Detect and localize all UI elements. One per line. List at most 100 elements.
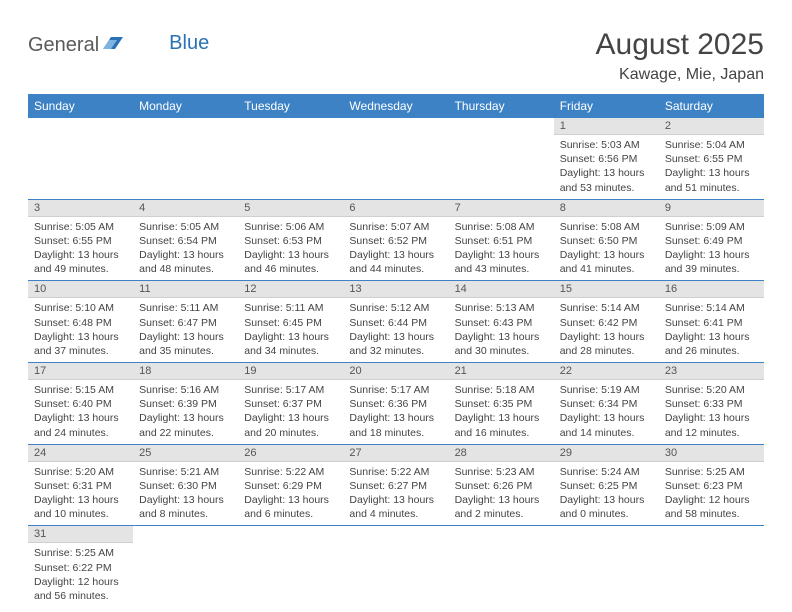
- day-number: 2: [659, 118, 764, 135]
- day-number: 19: [238, 363, 343, 380]
- day-number: 15: [554, 281, 659, 298]
- calendar-cell: 29Sunrise: 5:24 AMSunset: 6:25 PMDayligh…: [554, 444, 659, 526]
- day-number: 29: [554, 445, 659, 462]
- day-number: 9: [659, 200, 764, 217]
- flag-icon: [103, 35, 125, 56]
- sunset-line: Sunset: 6:39 PM: [139, 397, 232, 411]
- calendar-cell: [238, 118, 343, 199]
- sunset-line: Sunset: 6:35 PM: [455, 397, 548, 411]
- weekday-header-row: Sunday Monday Tuesday Wednesday Thursday…: [28, 94, 764, 118]
- day-details: Sunrise: 5:07 AMSunset: 6:52 PMDaylight:…: [343, 217, 448, 281]
- sunset-line: Sunset: 6:42 PM: [560, 316, 653, 330]
- daylight-line: Daylight: 13 hours and 8 minutes.: [139, 493, 232, 521]
- logo-text-general: General: [28, 34, 99, 57]
- sunrise-line: Sunrise: 5:18 AM: [455, 383, 548, 397]
- day-number: 7: [449, 200, 554, 217]
- calendar-cell: 22Sunrise: 5:19 AMSunset: 6:34 PMDayligh…: [554, 363, 659, 445]
- daylight-line: Daylight: 13 hours and 28 minutes.: [560, 330, 653, 358]
- calendar-cell: [659, 526, 764, 607]
- calendar-cell: 15Sunrise: 5:14 AMSunset: 6:42 PMDayligh…: [554, 281, 659, 363]
- calendar-cell: [449, 118, 554, 199]
- calendar-cell: 20 Sunrise: 5:17 AMSunset: 6:36 PMDayligh…: [343, 363, 448, 445]
- sunrise-line: Sunrise: 5:17 AM: [349, 383, 442, 397]
- sunrise-line: Sunrise: 5:11 AM: [244, 301, 337, 315]
- sunset-line: Sunset: 6:41 PM: [665, 316, 758, 330]
- title-block: August 2025 Kawage, Mie, Japan: [596, 28, 764, 84]
- calendar-cell: 31Sunrise: 5:25 AMSunset: 6:22 PMDayligh…: [28, 526, 133, 607]
- daylight-line: Daylight: 13 hours and 18 minutes.: [349, 411, 442, 439]
- sunrise-line: Sunrise: 5:15 AM: [34, 383, 127, 397]
- day-details: Sunrise: 5:04 AMSunset: 6:55 PMDaylight:…: [659, 135, 764, 199]
- day-number: 21: [449, 363, 554, 380]
- day-details: Sunrise: 5:22 AMSunset: 6:29 PMDaylight:…: [238, 462, 343, 526]
- daylight-line: Daylight: 13 hours and 49 minutes.: [34, 248, 127, 276]
- weekday-header: Monday: [133, 94, 238, 118]
- calendar-row: 31Sunrise: 5:25 AMSunset: 6:22 PMDayligh…: [28, 526, 764, 607]
- sunset-line: Sunset: 6:37 PM: [244, 397, 337, 411]
- day-number: 28: [449, 445, 554, 462]
- calendar-row: 1Sunrise: 5:03 AMSunset: 6:56 PMDaylight…: [28, 118, 764, 199]
- calendar-cell: 6Sunrise: 5:07 AMSunset: 6:52 PMDaylight…: [343, 199, 448, 281]
- day-number: 23: [659, 363, 764, 380]
- daylight-line: Daylight: 13 hours and 30 minutes.: [455, 330, 548, 358]
- daylight-line: Daylight: 13 hours and 39 minutes.: [665, 248, 758, 276]
- daylight-line: Daylight: 13 hours and 46 minutes.: [244, 248, 337, 276]
- sunrise-line: Sunrise: 5:25 AM: [665, 465, 758, 479]
- daylight-line: Daylight: 13 hours and 4 minutes.: [349, 493, 442, 521]
- day-details: Sunrise: 5:10 AMSunset: 6:48 PMDaylight:…: [28, 298, 133, 362]
- sunset-line: Sunset: 6:27 PM: [349, 479, 442, 493]
- calendar-cell: 10Sunrise: 5:10 AMSunset: 6:48 PMDayligh…: [28, 281, 133, 363]
- calendar-cell: 19Sunrise: 5:17 AMSunset: 6:37 PMDayligh…: [238, 363, 343, 445]
- daylight-line: Daylight: 13 hours and 35 minutes.: [139, 330, 232, 358]
- sunset-line: Sunset: 6:52 PM: [349, 234, 442, 248]
- day-details: Sunrise: 5:11 AMSunset: 6:45 PMDaylight:…: [238, 298, 343, 362]
- sunset-line: Sunset: 6:31 PM: [34, 479, 127, 493]
- sunset-line: Sunset: 6:34 PM: [560, 397, 653, 411]
- day-details: Sunrise: 5:18 AMSunset: 6:35 PMDaylight:…: [449, 380, 554, 444]
- calendar-cell: 1Sunrise: 5:03 AMSunset: 6:56 PMDaylight…: [554, 118, 659, 199]
- day-number: 5: [238, 200, 343, 217]
- day-details: Sunrise: 5:20 AMSunset: 6:33 PMDaylight:…: [659, 380, 764, 444]
- day-details: Sunrise: 5:06 AMSunset: 6:53 PMDaylight:…: [238, 217, 343, 281]
- sunrise-line: Sunrise: 5:25 AM: [34, 546, 127, 560]
- day-number: 4: [133, 200, 238, 217]
- sunset-line: Sunset: 6:56 PM: [560, 152, 653, 166]
- logo: General Blue: [28, 28, 209, 57]
- day-number: 1: [554, 118, 659, 135]
- logo-text-blue: Blue: [169, 32, 209, 55]
- calendar-cell: 13Sunrise: 5:12 AMSunset: 6:44 PMDayligh…: [343, 281, 448, 363]
- sunset-line: Sunset: 6:50 PM: [560, 234, 653, 248]
- sunrise-line: Sunrise: 5:20 AM: [34, 465, 127, 479]
- sunrise-line: Sunrise: 5:05 AM: [139, 220, 232, 234]
- sunset-line: Sunset: 6:36 PM: [349, 397, 442, 411]
- day-details: Sunrise: 5:08 AMSunset: 6:51 PMDaylight:…: [449, 217, 554, 281]
- calendar-cell: 23Sunrise: 5:20 AMSunset: 6:33 PMDayligh…: [659, 363, 764, 445]
- day-details: Sunrise: 5:25 AMSunset: 6:22 PMDaylight:…: [28, 543, 133, 607]
- day-details: Sunrise: 5:16 AMSunset: 6:39 PMDaylight:…: [133, 380, 238, 444]
- sunrise-line: Sunrise: 5:23 AM: [455, 465, 548, 479]
- sunset-line: Sunset: 6:23 PM: [665, 479, 758, 493]
- sunrise-line: Sunrise: 5:19 AM: [560, 383, 653, 397]
- calendar-cell: [343, 526, 448, 607]
- day-number: 20: [343, 363, 448, 380]
- daylight-line: Daylight: 13 hours and 2 minutes.: [455, 493, 548, 521]
- day-number: 13: [343, 281, 448, 298]
- calendar-cell: 8Sunrise: 5:08 AMSunset: 6:50 PMDaylight…: [554, 199, 659, 281]
- day-details: Sunrise: 5:14 AMSunset: 6:42 PMDaylight:…: [554, 298, 659, 362]
- day-number: 30: [659, 445, 764, 462]
- calendar-cell: 25Sunrise: 5:21 AMSunset: 6:30 PMDayligh…: [133, 444, 238, 526]
- calendar-cell: 4Sunrise: 5:05 AMSunset: 6:54 PMDaylight…: [133, 199, 238, 281]
- day-number: 14: [449, 281, 554, 298]
- day-details: Sunrise: 5:08 AMSunset: 6:50 PMDaylight:…: [554, 217, 659, 281]
- day-number: 27: [343, 445, 448, 462]
- sunset-line: Sunset: 6:25 PM: [560, 479, 653, 493]
- day-details: Sunrise: 5:19 AMSunset: 6:34 PMDaylight:…: [554, 380, 659, 444]
- day-number: 10: [28, 281, 133, 298]
- calendar-cell: 9Sunrise: 5:09 AMSunset: 6:49 PMDaylight…: [659, 199, 764, 281]
- day-number: 24: [28, 445, 133, 462]
- day-details: Sunrise: 5:23 AMSunset: 6:26 PMDaylight:…: [449, 462, 554, 526]
- sunrise-line: Sunrise: 5:22 AM: [349, 465, 442, 479]
- sunset-line: Sunset: 6:44 PM: [349, 316, 442, 330]
- weekday-header: Tuesday: [238, 94, 343, 118]
- weekday-header: Thursday: [449, 94, 554, 118]
